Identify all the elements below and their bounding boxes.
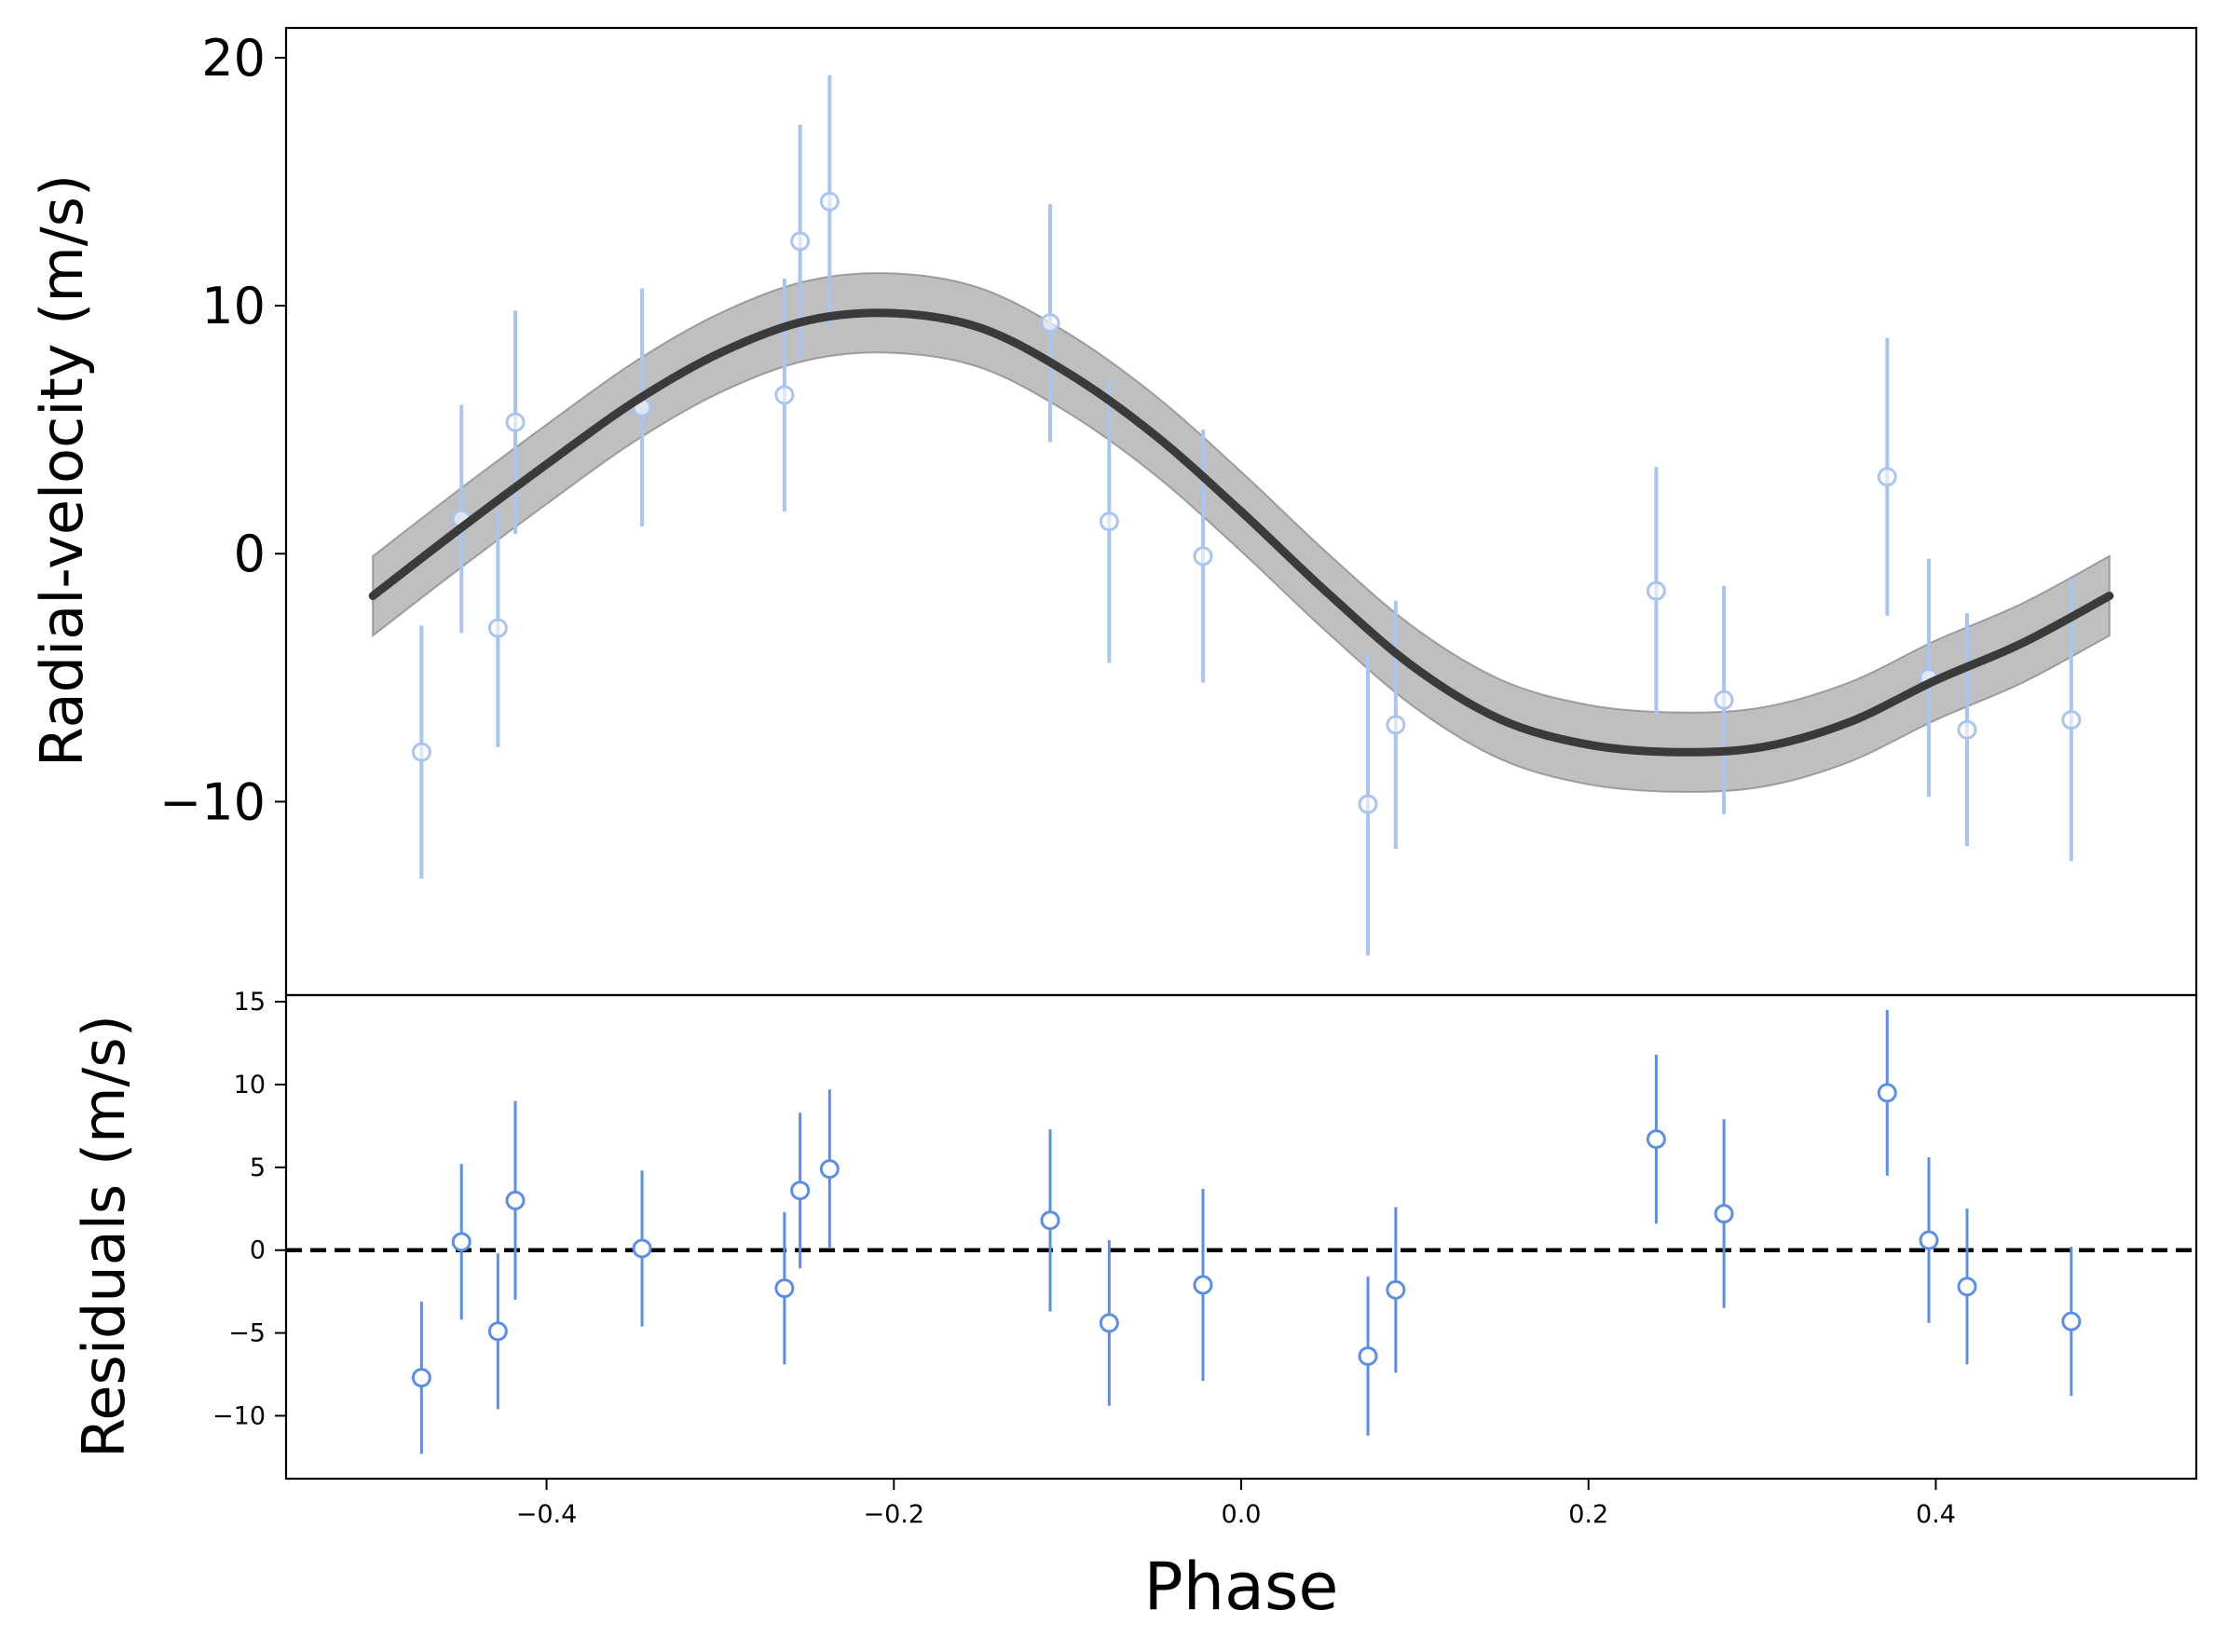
x-axis-label: Phase xyxy=(1143,1549,1338,1625)
rv-point xyxy=(1957,719,1977,740)
rv-point xyxy=(1714,689,1734,710)
rv-point xyxy=(2061,710,2082,730)
residual-points xyxy=(411,1009,2082,1454)
residuals-panel: −10 −5 0 5 10 15 −0.4 −0.2 0.0 0.2 0.4 Residuals … xyxy=(70,988,2198,1625)
residual-point xyxy=(1919,1230,1939,1250)
rv-point xyxy=(819,191,840,212)
residual-point xyxy=(2061,1311,2082,1331)
residual-point xyxy=(819,1159,840,1180)
rv-point xyxy=(1877,467,1897,487)
bottom-y-tick-label: 5 xyxy=(250,1154,266,1182)
residual-point xyxy=(487,1321,508,1342)
rv-point xyxy=(1040,313,1060,334)
residual-point xyxy=(505,1190,526,1210)
residual-point xyxy=(1386,1279,1406,1300)
top-y-tick-label: 10 xyxy=(201,277,266,335)
top-y-tick-label: 20 xyxy=(201,29,266,88)
rv-point xyxy=(411,742,431,762)
rv-point xyxy=(1358,794,1378,814)
model-uncertainty-band xyxy=(372,272,2111,793)
residual-point xyxy=(411,1368,431,1388)
x-tick-label: 0.4 xyxy=(1916,1500,1956,1529)
top-y-ticks: −10 0 10 20 xyxy=(159,29,286,831)
rv-point xyxy=(1386,715,1406,735)
rv-point xyxy=(1099,512,1119,532)
model-curve xyxy=(368,308,2114,757)
x-tick-label: 0.2 xyxy=(1568,1500,1608,1529)
bottom-y-tick-label: 10 xyxy=(234,1071,266,1099)
rv-point xyxy=(1193,546,1213,567)
top-y-tick-label: −10 xyxy=(159,772,266,831)
residual-point xyxy=(790,1181,811,1201)
bottom-y-tick-label: −5 xyxy=(228,1319,266,1348)
rv-point xyxy=(790,231,811,252)
rv-point xyxy=(487,618,508,638)
bottom-y-tick-label: 0 xyxy=(250,1236,266,1265)
bottom-y-axis-label: Residuals (m/s) xyxy=(70,1015,138,1458)
x-tick-label: 0.0 xyxy=(1222,1500,1262,1529)
residual-point xyxy=(632,1238,652,1259)
residual-point xyxy=(1714,1204,1734,1224)
radial-velocity-panel: −10 0 10 20 Radial-velocity (m/s) xyxy=(28,26,2198,997)
residual-point xyxy=(1193,1275,1213,1295)
x-tick-label: −0.4 xyxy=(516,1500,578,1529)
residual-point xyxy=(1957,1277,1977,1297)
rv-point xyxy=(774,385,795,405)
rv-point xyxy=(1646,580,1666,601)
residual-point xyxy=(1646,1129,1666,1150)
residual-point xyxy=(1099,1313,1119,1333)
residual-point xyxy=(774,1278,795,1299)
residual-point xyxy=(1877,1083,1897,1103)
top-y-tick-label: 0 xyxy=(234,525,266,583)
rv-point xyxy=(505,412,526,432)
residual-point xyxy=(451,1232,472,1252)
bottom-y-ticks: −10 −5 0 5 10 15 xyxy=(212,988,286,1430)
residual-point xyxy=(1358,1345,1378,1366)
residual-point xyxy=(1040,1210,1060,1231)
top-y-axis-label: Radial-velocity (m/s) xyxy=(28,174,96,767)
x-ticks: −0.4 −0.2 0.0 0.2 0.4 xyxy=(516,1479,1956,1529)
bottom-y-tick-label: 15 xyxy=(234,988,266,1017)
x-tick-label: −0.2 xyxy=(863,1500,924,1529)
bottom-y-tick-label: −10 xyxy=(212,1401,266,1430)
radial-velocity-points xyxy=(411,75,2082,956)
